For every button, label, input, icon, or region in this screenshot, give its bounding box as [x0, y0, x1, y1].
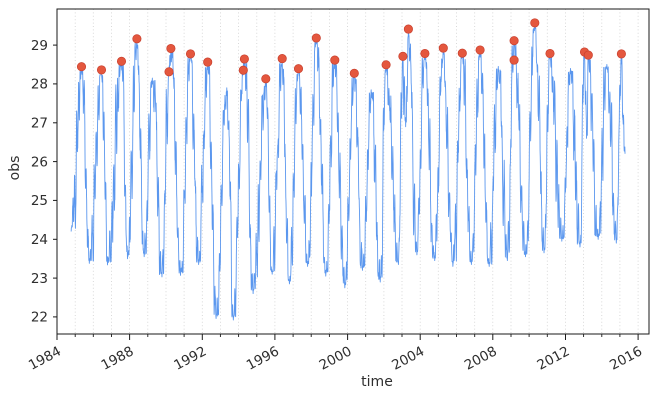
y-tick-label: 22: [31, 310, 48, 326]
gridlines: [74, 9, 639, 334]
peak-marker: [261, 74, 271, 84]
peak-marker: [398, 51, 408, 61]
peak-marker: [509, 36, 519, 46]
peak-marker: [616, 49, 626, 59]
peak-marker: [509, 55, 519, 65]
x-tick-label: 1984: [26, 343, 64, 373]
x-tick-label: 2004: [389, 343, 427, 373]
peak-marker: [238, 65, 248, 75]
x-axis: 1984 1988 1992 1996 2000 2004 2008 2012 2016: [26, 334, 645, 374]
peak-marker: [381, 60, 391, 70]
peak-marker: [277, 54, 287, 64]
y-tick-label: 23: [31, 271, 48, 287]
peak-marker: [166, 43, 176, 54]
peak-marker: [420, 48, 430, 59]
peak-marker: [76, 62, 87, 72]
peak-marker: [403, 24, 413, 34]
y-axis: 22 23 24 25 26 27 28 29: [31, 38, 57, 326]
x-tick-label: 2000: [317, 343, 355, 373]
peak-marker: [330, 55, 340, 65]
peak-marker: [311, 33, 321, 43]
x-tick-label: 2016: [607, 343, 645, 373]
peak-marker: [530, 18, 540, 28]
peak-markers: [76, 18, 626, 84]
y-tick-label: 27: [31, 116, 48, 132]
peak-marker: [349, 68, 359, 78]
peak-marker: [203, 57, 213, 67]
peak-marker: [457, 48, 467, 58]
peak-marker: [545, 48, 555, 59]
obs-series-line: [70, 22, 626, 321]
plot-border: [56, 8, 650, 335]
peak-marker: [164, 67, 174, 77]
x-tick-label: 1992: [171, 343, 209, 373]
y-tick-label: 29: [31, 38, 48, 54]
y-tick-label: 28: [31, 77, 48, 93]
peak-marker: [185, 49, 196, 59]
peak-marker: [293, 64, 304, 74]
y-tick-label: 26: [31, 154, 48, 170]
y-axis-label: obs: [7, 155, 23, 181]
y-tick-label: 25: [31, 193, 48, 209]
peak-marker: [239, 54, 249, 64]
y-tick-label: 24: [31, 232, 48, 248]
x-axis-label: time: [361, 374, 393, 390]
x-tick-label: 2008: [462, 343, 500, 373]
x-tick-label: 1996: [244, 343, 282, 373]
x-tick-label: 1988: [99, 343, 137, 373]
peak-marker: [116, 56, 127, 66]
x-tick-label: 2012: [535, 343, 573, 373]
peak-marker: [132, 34, 142, 44]
peak-marker: [583, 50, 593, 60]
peak-marker: [96, 65, 107, 75]
peak-marker: [475, 45, 485, 55]
peak-marker: [438, 43, 448, 53]
